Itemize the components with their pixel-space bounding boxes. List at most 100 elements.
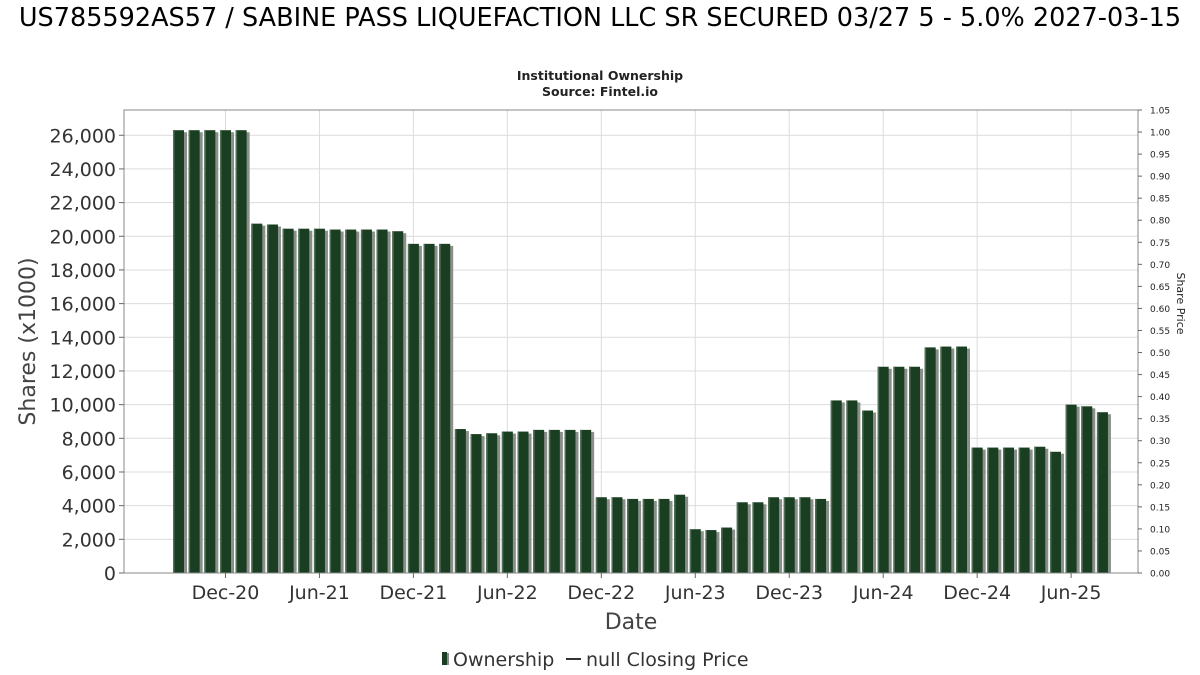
ownership-bar: [470, 434, 482, 573]
ownership-bar: [595, 497, 607, 573]
y2-tick-label: 0.75: [1150, 239, 1170, 249]
ownership-bar: [987, 447, 999, 573]
ownership-bar: [752, 502, 764, 573]
ownership-bar-highlight: [705, 530, 707, 573]
ownership-bar: [423, 243, 435, 573]
y-tick-label: 12,000: [50, 361, 116, 383]
ownership-bar-highlight: [799, 497, 801, 573]
y2-tick-label: 0.50: [1150, 349, 1170, 359]
y2-tick-label: 0.65: [1150, 283, 1170, 293]
ownership-bar: [251, 223, 263, 574]
ownership-bar-highlight: [611, 497, 613, 573]
ownership-bar-highlight: [642, 498, 645, 573]
ownership-bar-highlight: [736, 502, 739, 573]
ownership-bar: [501, 431, 513, 573]
y2-axis-label: Share Price: [1174, 272, 1187, 334]
y-tick-label: 16,000: [50, 294, 116, 316]
x-tick-label: Jun-22: [476, 582, 538, 604]
y-tick-label: 2,000: [62, 529, 116, 551]
ownership-bar-highlight: [360, 229, 363, 573]
ownership-bar: [1096, 412, 1108, 573]
ownership-bar-highlight: [470, 434, 473, 573]
page-subtitle: Institutional Ownership Source: Fintel.i…: [0, 68, 1200, 100]
ownership-bar: [924, 347, 936, 573]
y2-tick-label: 0.70: [1150, 261, 1170, 271]
ownership-bar: [486, 433, 498, 573]
ownership-bar: [956, 346, 967, 573]
y2-tick-label: 0.35: [1150, 415, 1170, 425]
ownership-bar-highlight: [689, 529, 692, 573]
y-tick-label: 4,000: [62, 496, 116, 518]
ownership-bar-highlight: [204, 130, 206, 573]
ownership-bar: [188, 130, 200, 573]
ownership-bar: [580, 429, 592, 573]
ownership-bar-highlight: [1096, 412, 1099, 573]
ownership-bar-highlight: [439, 243, 441, 573]
ownership-bar-highlight: [219, 130, 222, 573]
ownership-bar-highlight: [846, 400, 848, 573]
x-tick-label: Jun-24: [852, 582, 914, 604]
ownership-bar: [1018, 447, 1030, 573]
ownership-bar: [1034, 446, 1046, 573]
ownership-bar-highlight: [830, 400, 833, 573]
ownership-bar: [1002, 447, 1014, 573]
ownership-bar-highlight: [909, 366, 911, 573]
ownership-bar: [454, 429, 466, 573]
x-tick-label: Jun-25: [1040, 582, 1102, 604]
ownership-bar-highlight: [1034, 446, 1036, 573]
ownership-bar: [627, 498, 639, 573]
ownership-bars: [173, 130, 1111, 574]
page-title: US785592AS57 / SABINE PASS LIQUEFACTION …: [18, 3, 1182, 33]
ownership-bar-highlight: [1002, 447, 1005, 573]
legend-closing-price-label: null Closing Price: [586, 649, 749, 671]
ownership-bar-highlight: [235, 130, 238, 573]
ownership-bar: [736, 502, 748, 573]
y-axis-label: Shares (x1000): [16, 257, 41, 425]
ownership-bar-highlight: [971, 447, 974, 573]
ownership-bar: [1065, 404, 1077, 573]
ownership-bar: [235, 130, 247, 573]
x-tick-label: Dec-22: [567, 582, 635, 604]
ownership-bar-highlight: [627, 498, 629, 573]
ownership-bar: [674, 494, 686, 573]
ownership-bar: [1049, 451, 1061, 573]
ownership-bar-highlight: [1049, 451, 1052, 573]
ownership-bar: [658, 498, 670, 573]
ownership-bar: [219, 130, 231, 573]
ownership-bar-highlight: [486, 433, 488, 573]
y-axis-ticks: 0 2,000 4,000 6,000 8,000 10,000 12,000 14,000 1…: [50, 125, 124, 585]
ownership-bar: [376, 229, 388, 573]
y2-tick-label: 0.80: [1150, 217, 1170, 227]
x-axis-label: Date: [605, 610, 658, 635]
ownership-bar-highlight: [173, 130, 175, 573]
ownership-bar-highlight: [282, 228, 285, 574]
ownership-bar: [705, 530, 717, 573]
y2-tick-label: 0.95: [1150, 151, 1170, 161]
ownership-bar-highlight: [987, 447, 989, 573]
ownership-bar-highlight: [580, 429, 582, 573]
ownership-bar: [768, 497, 780, 573]
y2-tick-label: 0.55: [1150, 327, 1170, 337]
x-axis-ticks: Dec-20 Jun-21 Dec-21 Jun-22 Dec-22 Jun-23 Dec-…: [192, 573, 1102, 604]
plot-area: [123, 109, 1139, 574]
ownership-bar-highlight: [658, 498, 660, 573]
ownership-bar: [439, 243, 451, 573]
ownership-bar-highlight: [407, 243, 410, 573]
y-tick-label: 8,000: [62, 428, 116, 450]
ownership-bar: [266, 224, 278, 573]
ownership-bar-highlight: [329, 229, 332, 573]
ownership-bar-highlight: [752, 502, 754, 573]
ownership-bar-highlight: [1081, 406, 1083, 573]
subtitle-ownership: Institutional Ownership: [516, 68, 684, 83]
ownership-bar: [345, 229, 357, 573]
ownership-bar: [611, 497, 623, 573]
ownership-bar-highlight: [1018, 447, 1021, 573]
ownership-bar-highlight: [893, 366, 895, 573]
x-tick-label: Dec-21: [379, 582, 447, 604]
ownership-bar: [721, 527, 733, 573]
ownership-bar: [877, 366, 889, 573]
ownership-bar: [940, 346, 952, 573]
y2-axis-ticks: 0.00 0.05 0.10 0.15 0.20 0.25 0.30 0.35 0.40 0.45…: [1138, 107, 1170, 580]
legend-ownership-label: Ownership: [453, 649, 554, 671]
